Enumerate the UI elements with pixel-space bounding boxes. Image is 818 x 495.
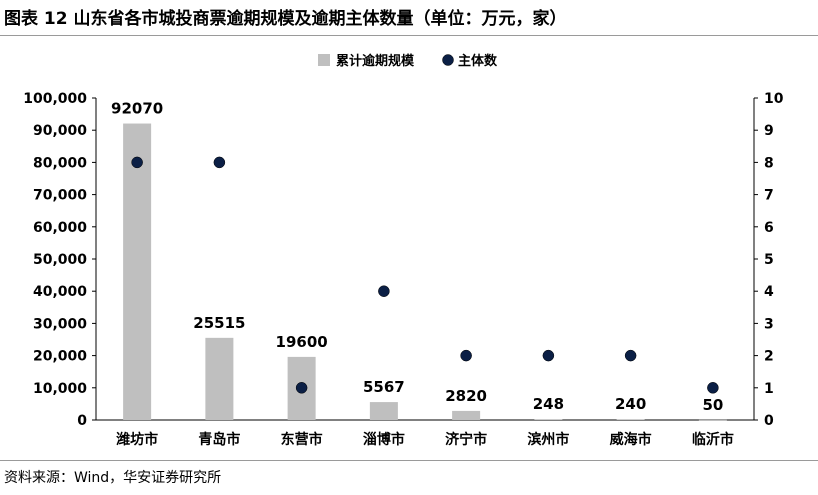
legend-label-dot: 主体数	[458, 53, 498, 69]
right-axis-tick-label: 1	[764, 381, 774, 397]
x-axis-tick-label: 青岛市	[198, 431, 240, 448]
bar-data-label: 248	[533, 395, 564, 413]
left-axis-tick-label: 60,000	[33, 220, 87, 236]
left-axis-tick-label: 10,000	[33, 381, 87, 397]
bar	[369, 402, 398, 420]
right-axis-tick-label: 0	[764, 413, 774, 429]
left-axis-tick-label: 90,000	[33, 123, 87, 139]
left-axis-tick-label: 0	[77, 413, 87, 429]
right-axis-tick-label: 7	[764, 188, 774, 204]
right-axis-tick-label: 2	[764, 349, 774, 365]
x-axis-tick-label: 滨州市	[527, 431, 569, 448]
right-axis-tick-label: 6	[764, 220, 774, 236]
left-axis-tick-label: 40,000	[33, 284, 87, 300]
right-axis-tick-label: 8	[764, 155, 774, 171]
scatter-point	[378, 285, 390, 297]
bar-data-label: 240	[615, 395, 646, 413]
source-note: 资料来源：Wind，华安证券研究所	[4, 470, 222, 486]
legend-label-bar: 累计逾期规模	[336, 53, 415, 69]
x-axis-tick-label: 潍坊市	[116, 431, 158, 448]
bar-data-label: 5567	[363, 378, 405, 396]
left-axis-tick-label: 50,000	[33, 252, 87, 268]
bar-data-label: 19600	[276, 333, 328, 351]
bar	[698, 419, 727, 421]
right-axis-tick-label: 4	[764, 284, 774, 300]
legend-swatch-bar	[318, 54, 330, 66]
x-axis-tick-label: 淄博市	[363, 431, 405, 448]
left-axis-tick-label: 30,000	[33, 316, 87, 332]
scatter-point	[707, 382, 719, 394]
left-axis-tick-label: 20,000	[33, 349, 87, 365]
scatter-point	[295, 382, 308, 394]
bar	[123, 123, 152, 420]
scatter-point	[131, 156, 143, 169]
scatter-point	[213, 156, 226, 169]
bar-data-label: 92070	[111, 100, 163, 118]
right-axis-tick-label: 10	[764, 91, 784, 107]
chart-title: 图表 12 山东省各市城投商票逾期规模及逾期主体数量（单位：万元，家）	[4, 9, 567, 29]
bar-data-label: 25515	[193, 314, 245, 332]
bar	[205, 337, 234, 420]
bar	[452, 410, 481, 420]
x-axis-tick-label: 威海市	[610, 431, 652, 448]
source-divider	[0, 460, 818, 461]
title-divider	[0, 35, 818, 36]
left-axis-tick-label: 70,000	[33, 188, 87, 204]
bar	[616, 419, 645, 420]
right-axis-tick-label: 3	[764, 316, 774, 332]
bar-data-label: 2820	[445, 387, 487, 405]
right-axis-tick-label: 9	[764, 123, 774, 139]
bar-data-label: 50	[702, 396, 723, 414]
left-axis-tick-label: 100,000	[23, 91, 87, 107]
scatter-point	[542, 349, 555, 362]
x-axis-tick-label: 临沂市	[692, 431, 734, 448]
right-axis-tick-label: 5	[764, 252, 774, 268]
scatter-point	[460, 349, 472, 362]
bar	[534, 419, 563, 420]
legend-swatch-dot	[442, 54, 454, 66]
left-axis-tick-label: 80,000	[33, 155, 87, 171]
x-axis-tick-label: 东营市	[281, 431, 323, 448]
x-axis-tick-label: 济宁市	[445, 431, 487, 448]
scatter-point	[624, 349, 637, 362]
